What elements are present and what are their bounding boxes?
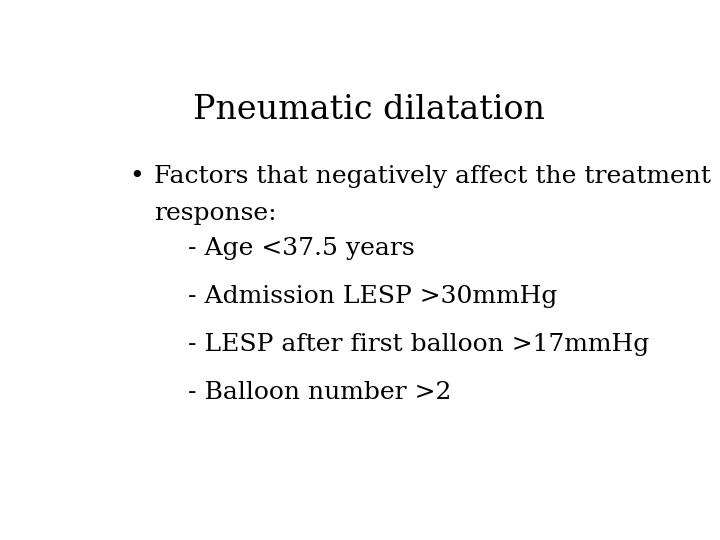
Text: - LESP after first balloon >17mmHg: - LESP after first balloon >17mmHg — [188, 333, 649, 356]
Text: - Age <37.5 years: - Age <37.5 years — [188, 238, 414, 260]
Text: Factors that negatively affect the treatment: Factors that negatively affect the treat… — [154, 165, 711, 187]
Text: - Admission LESP >30mmHg: - Admission LESP >30mmHg — [188, 285, 557, 308]
Text: - Balloon number >2: - Balloon number >2 — [188, 381, 451, 404]
Text: response:: response: — [154, 202, 276, 225]
Text: Pneumatic dilatation: Pneumatic dilatation — [193, 94, 545, 126]
Text: •: • — [129, 165, 144, 187]
